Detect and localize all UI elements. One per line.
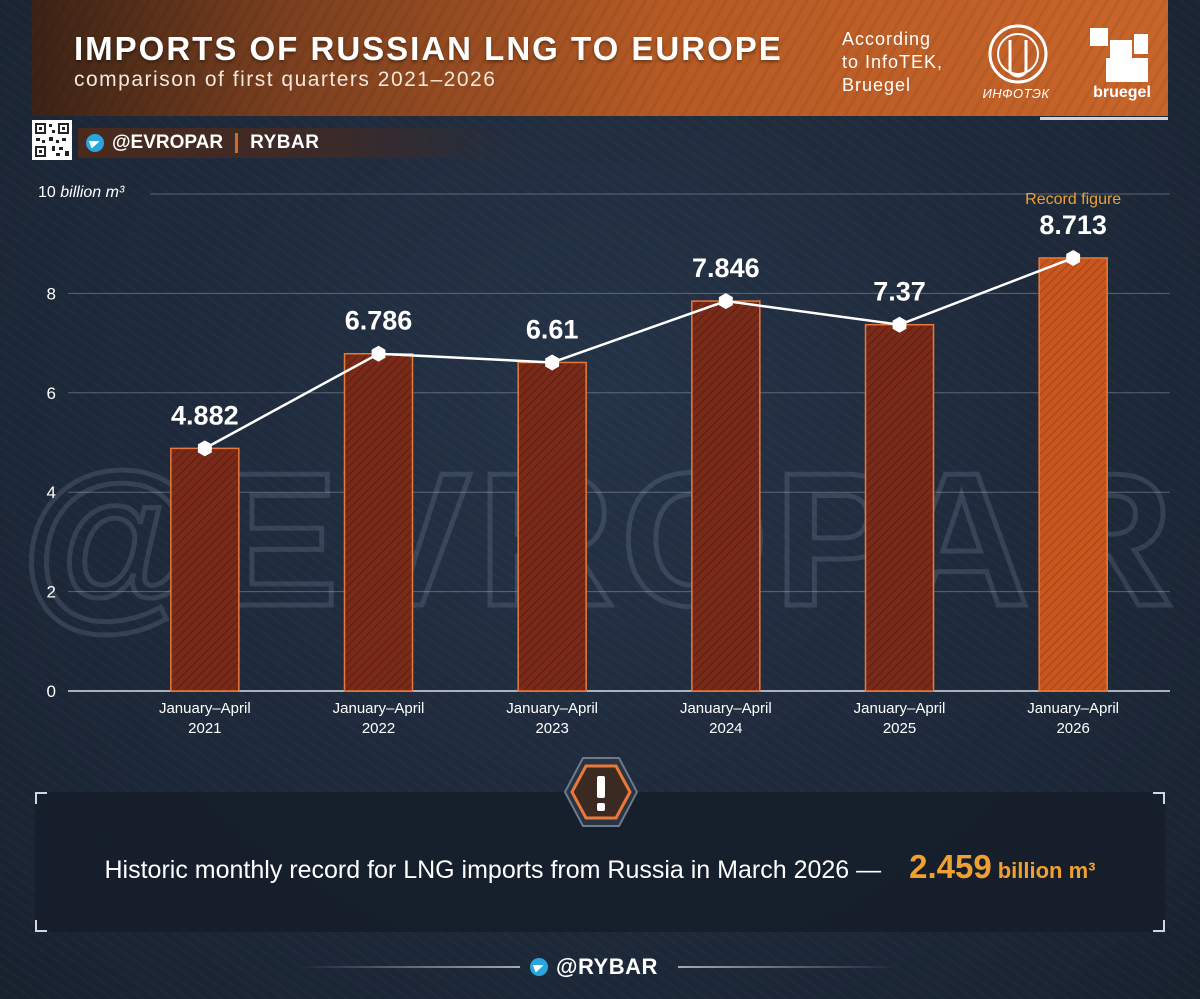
- y-axis-unit: billion m³: [60, 184, 125, 201]
- data-point: [545, 354, 560, 371]
- corner-mark: [1153, 920, 1165, 932]
- footer: @RYBAR: [530, 954, 658, 980]
- x-tick-label: January–April: [506, 700, 598, 717]
- y-tick-label: 8: [47, 284, 56, 303]
- x-tick-label: January–April: [159, 700, 251, 717]
- divider: [235, 133, 239, 153]
- source-line: to InfoTEK,: [842, 52, 944, 72]
- footer-line: [678, 966, 898, 968]
- infotek-logo-text: ИНФОТЭК: [982, 86, 1050, 101]
- x-tick-label: 2021: [188, 720, 221, 737]
- page-subtitle: comparison of first quarters 2021–2026: [74, 68, 497, 91]
- data-point: [718, 293, 733, 310]
- social-handle[interactable]: @EVROPAR: [112, 132, 224, 153]
- data-point: [892, 316, 907, 333]
- x-tick-label: January–April: [854, 700, 946, 717]
- x-tick-label: 2024: [709, 720, 742, 737]
- exclamation-warning-icon: [563, 757, 639, 827]
- x-tick-label: 2023: [535, 720, 568, 737]
- infotek-logo-icon: [988, 24, 1048, 84]
- note-value: 2.459: [909, 848, 992, 885]
- footer-line: [300, 966, 520, 968]
- source-line: According: [842, 29, 932, 49]
- bar: [691, 300, 761, 692]
- header-underline: [1040, 117, 1168, 120]
- header-banner: IMPORTS OF RUSSIAN LNG TO EUROPE compari…: [32, 0, 1168, 116]
- series-line: [204, 256, 1074, 450]
- x-tick-label: January–April: [1027, 700, 1119, 717]
- note-text: Historic monthly record for LNG imports …: [35, 848, 1165, 886]
- x-tick-label: January–April: [680, 700, 772, 717]
- data-label: 8.713: [1039, 210, 1107, 240]
- corner-mark: [1153, 792, 1165, 804]
- telegram-icon[interactable]: [86, 134, 104, 152]
- data-label: 7.37: [873, 277, 926, 307]
- data-point: [371, 345, 386, 362]
- record-annotation: Record figure: [1025, 191, 1121, 208]
- y-axis-top-number: 10: [38, 184, 56, 201]
- source-line: Bruegel: [842, 75, 912, 95]
- corner-mark: [35, 920, 47, 932]
- corner-mark: [35, 792, 47, 804]
- page-title: IMPORTS OF RUSSIAN LNG TO EUROPE: [74, 30, 783, 67]
- x-tick-label: 2026: [1056, 720, 1089, 737]
- y-axis-unit-label: 10 billion m³: [38, 184, 124, 202]
- bar: [864, 323, 935, 692]
- footer-brand[interactable]: @RYBAR: [556, 954, 658, 979]
- data-point: [1066, 250, 1081, 266]
- data-label: 4.882: [171, 400, 239, 430]
- x-tick-label: 2025: [883, 720, 916, 737]
- bruegel-logo-icon: [1090, 28, 1148, 82]
- note-panel: Historic monthly record for LNG imports …: [35, 792, 1165, 932]
- data-label: 7.846: [692, 253, 760, 283]
- note-unit: billion m³: [997, 858, 1096, 883]
- source-credit: According to InfoTEK, Bruegel: [842, 28, 982, 97]
- x-tick-label: 2022: [362, 720, 395, 737]
- bar: [343, 352, 414, 692]
- y-tick-label: 0: [47, 682, 56, 701]
- telegram-icon[interactable]: [530, 958, 548, 976]
- note-sentence: Historic monthly record for LNG imports …: [104, 856, 882, 884]
- bruegel-logo-text: bruegel: [1093, 84, 1151, 101]
- qr-code-icon: [32, 120, 72, 160]
- bar: [1038, 257, 1108, 692]
- social-brand[interactable]: RYBAR: [250, 132, 320, 153]
- bar: [170, 447, 240, 692]
- social-bar: @EVROPAR RYBAR: [78, 128, 516, 158]
- bar: [517, 361, 587, 692]
- y-tick-label: 4: [47, 483, 56, 502]
- data-label: 6.61: [526, 314, 579, 344]
- y-tick-label: 6: [47, 384, 56, 403]
- data-label: 6.786: [345, 306, 413, 336]
- x-tick-label: January–April: [333, 700, 425, 717]
- y-tick-label: 2: [47, 583, 56, 602]
- data-point: [197, 440, 212, 457]
